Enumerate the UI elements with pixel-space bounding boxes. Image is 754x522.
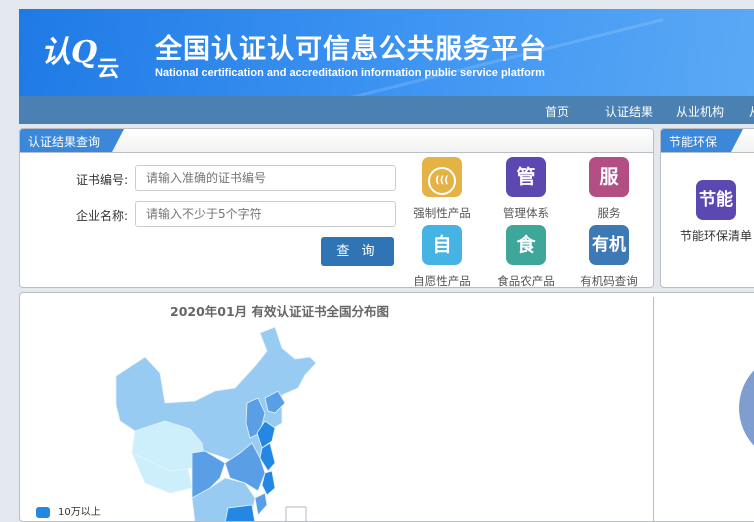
map-legend: 10万以上	[36, 503, 101, 518]
ccc-icon[interactable]: (((	[422, 157, 462, 197]
category-management[interactable]: 管理体系	[503, 206, 549, 220]
cert-query-panel: 认证结果查询 证书编号: 企业名称: 查 询 ((( 强制性产品 管 管理体系 …	[19, 128, 654, 288]
company-name-input[interactable]	[135, 201, 396, 227]
main-nav: 首页 认证结果 从业机构 从	[19, 96, 754, 124]
food-icon[interactable]: 食	[506, 225, 546, 265]
region-fujian	[254, 492, 268, 516]
region-shandong	[256, 420, 276, 449]
legend-label: 10万以上	[58, 507, 101, 518]
category-service[interactable]: 服务	[597, 206, 621, 220]
nav-cert-results[interactable]: 认证结果	[605, 105, 654, 119]
map-title: 2020年01月 有效认证证书全国分布图	[170, 304, 390, 319]
tab-green[interactable]: 节能环保	[661, 129, 743, 152]
management-icon[interactable]: 管	[506, 157, 546, 197]
energy-saving-list[interactable]: 节能环保清单	[679, 229, 752, 243]
legend-swatch	[36, 506, 50, 518]
region-guangdong	[224, 504, 256, 521]
nav-institutions[interactable]: 从业机构	[676, 105, 725, 119]
logo[interactable]: 认Q云	[41, 35, 120, 82]
green-panel: 节能环保 节能 节能环保清单	[660, 128, 754, 288]
company-name-label: 企业名称:	[76, 209, 129, 223]
voluntary-icon[interactable]: 自	[422, 225, 462, 265]
category-food[interactable]: 食品农产品	[497, 274, 555, 288]
tab-cert-query[interactable]: 认证结果查询	[20, 129, 124, 152]
pie-chart	[739, 353, 754, 463]
category-voluntary[interactable]: 自愿性产品	[413, 274, 471, 288]
organic-icon[interactable]: 有机	[589, 225, 629, 265]
cert-number-input[interactable]	[135, 165, 396, 191]
nav-home[interactable]: 首页	[545, 105, 570, 119]
region-zhejiang	[261, 470, 276, 496]
cert-number-label: 证书编号:	[76, 173, 129, 187]
search-button[interactable]: 查 询	[321, 237, 394, 266]
map-panel: 2020年01月 有效认证证书全国分布图 10万以上	[19, 292, 754, 522]
category-compulsory[interactable]: 强制性产品	[413, 206, 471, 220]
china-map	[115, 326, 317, 521]
site-subtitle: National certification and accreditation…	[155, 67, 545, 79]
region-jiangsu	[259, 442, 276, 472]
category-organic[interactable]: 有机码查询	[580, 274, 638, 288]
divider	[653, 297, 654, 521]
energy-saving-icon[interactable]: 节能	[696, 180, 736, 220]
site-title: 全国认证认可信息公共服务平台	[155, 34, 547, 65]
nav-more[interactable]: 从	[749, 103, 754, 120]
service-icon[interactable]: 服	[589, 157, 629, 197]
region-liaoning	[264, 390, 286, 414]
header-banner: 认Q云 全国认证认可信息公共服务平台 National certificatio…	[19, 9, 754, 96]
